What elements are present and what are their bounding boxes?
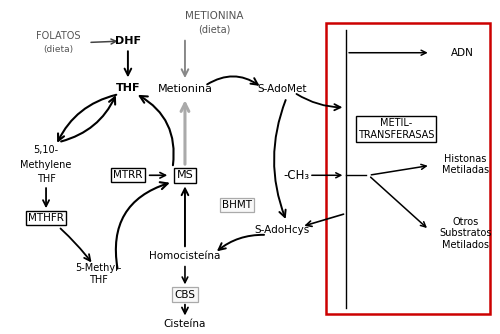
Text: MS: MS — [176, 170, 194, 180]
Text: (dieta): (dieta) — [198, 24, 231, 34]
Text: BHMT: BHMT — [222, 200, 252, 210]
Text: FOLATOS: FOLATOS — [36, 31, 80, 41]
Text: -CH₃: -CH₃ — [284, 169, 310, 182]
Text: Histonas: Histonas — [444, 154, 486, 164]
Text: METIONINA: METIONINA — [186, 11, 244, 21]
Text: THF: THF — [36, 174, 56, 184]
FancyBboxPatch shape — [326, 23, 490, 314]
Text: THF: THF — [116, 82, 140, 93]
Text: S-AdoMet: S-AdoMet — [257, 84, 306, 94]
Text: Methylene: Methylene — [20, 160, 72, 170]
Text: S-AdoHcys: S-AdoHcys — [254, 225, 310, 235]
Text: METIL-
TRANSFERASAS: METIL- TRANSFERASAS — [358, 118, 434, 140]
Text: Substratos: Substratos — [439, 228, 492, 238]
Text: DHF: DHF — [115, 36, 141, 46]
Text: ADN: ADN — [452, 48, 474, 58]
Text: Metilados: Metilados — [442, 240, 489, 250]
Text: 5-Methyl-: 5-Methyl- — [75, 263, 122, 273]
Text: (dieta): (dieta) — [44, 45, 74, 54]
Text: MTRR: MTRR — [113, 170, 142, 180]
Text: Homocisteína: Homocisteína — [150, 252, 220, 262]
Text: 5,10-: 5,10- — [34, 145, 58, 155]
Text: Metiladas: Metiladas — [442, 165, 489, 175]
Text: Cisteína: Cisteína — [164, 319, 206, 329]
Text: CBS: CBS — [174, 290, 196, 300]
Text: THF: THF — [88, 275, 108, 285]
Text: Metionina: Metionina — [158, 84, 212, 94]
Text: Otros: Otros — [452, 217, 478, 227]
Text: MTHFR: MTHFR — [28, 213, 64, 223]
